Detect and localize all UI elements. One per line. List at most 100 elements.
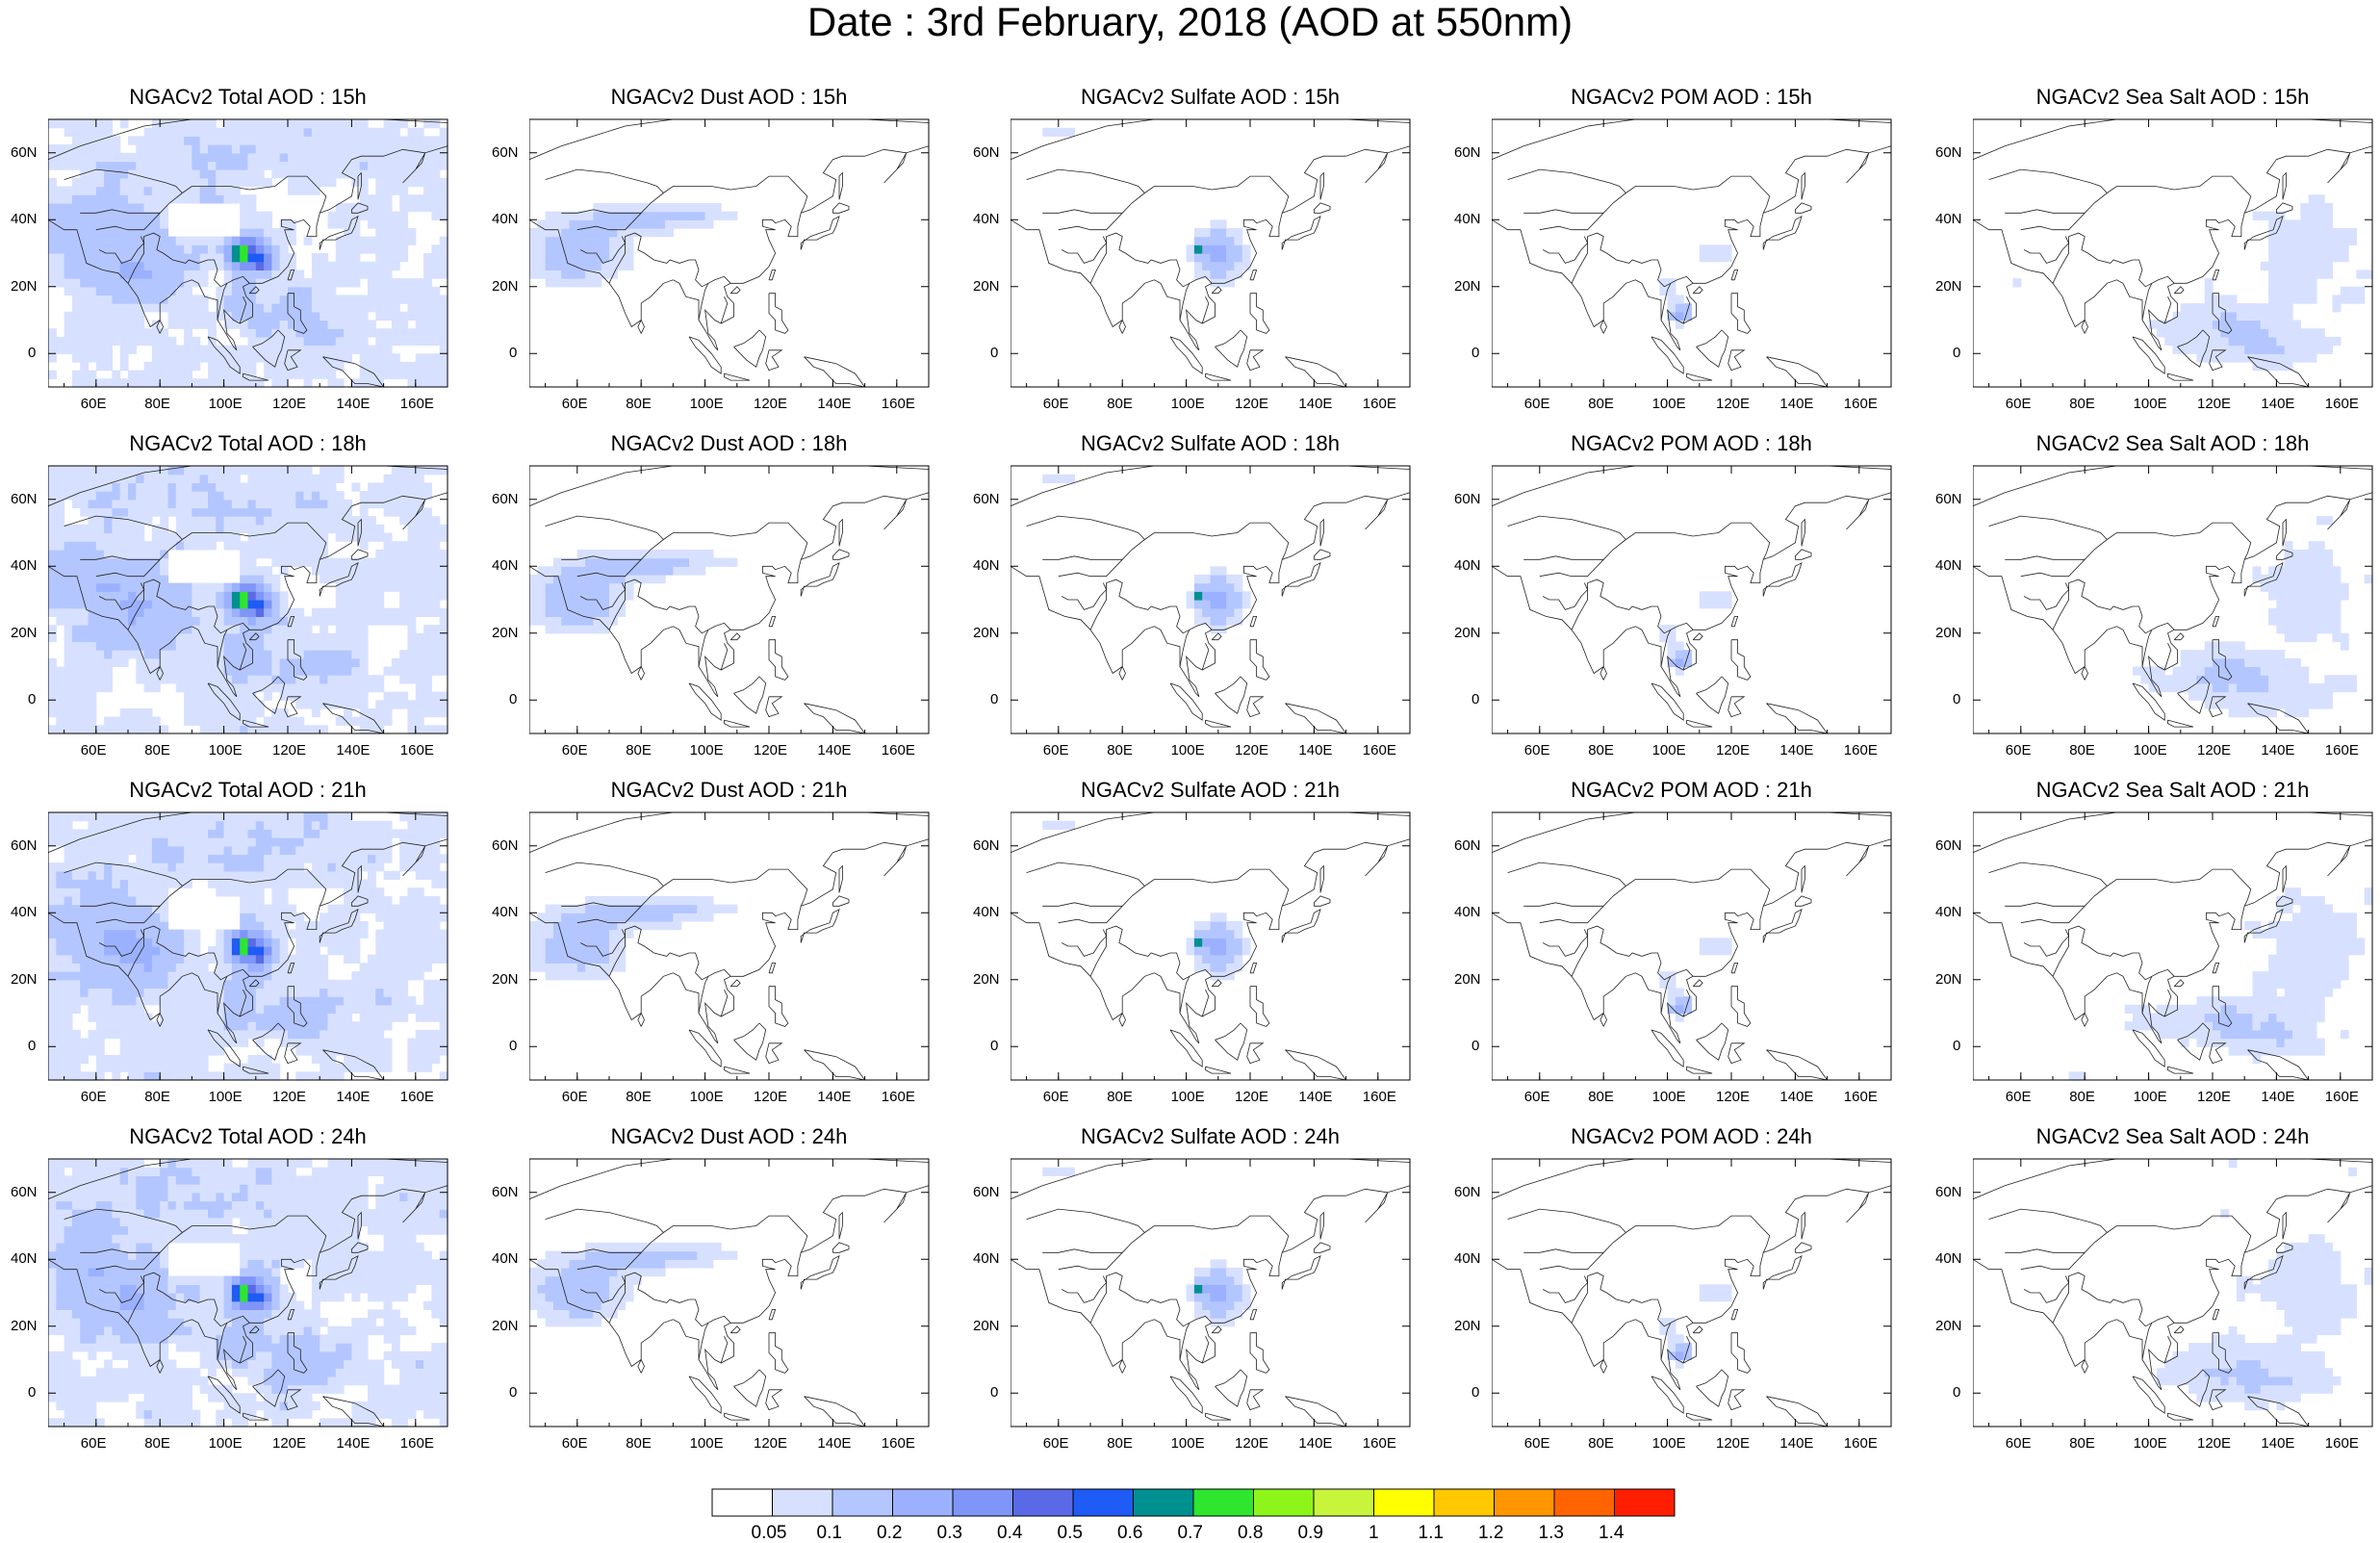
lon-tick-label: 160E <box>1844 1090 1878 1105</box>
lon-tick-label: 60E <box>2006 397 2032 412</box>
lon-tick-label: 140E <box>1298 397 1332 412</box>
aod-field <box>529 1243 737 1327</box>
lon-tick-label: 60E <box>562 1436 588 1452</box>
lat-tick-label: 20N <box>11 626 38 641</box>
aod-field <box>1659 591 1731 676</box>
lat-tick-label: 40N <box>1454 212 1481 227</box>
colorbar-swatch <box>1314 1489 1374 1516</box>
aod-map <box>1973 431 2380 749</box>
colorbar-swatch <box>893 1489 954 1516</box>
lon-tick-label: 160E <box>400 397 434 412</box>
lon-tick-label: 80E <box>1107 1436 1133 1452</box>
aod-field <box>1659 244 1731 328</box>
aod-field <box>1042 475 1250 634</box>
lat-tick-label: 20N <box>973 1319 1000 1334</box>
lat-tick-label: 20N <box>11 279 38 295</box>
lon-tick-label: 80E <box>2069 1436 2095 1452</box>
lon-tick-label: 160E <box>1363 743 1396 759</box>
lon-tick-label: 100E <box>209 743 243 759</box>
lat-tick-label: 0 <box>28 1385 36 1401</box>
lon-tick-label: 120E <box>272 1436 306 1452</box>
lon-tick-label: 120E <box>754 1436 787 1452</box>
lon-tick-label: 60E <box>562 1090 588 1105</box>
lat-tick-label: 0 <box>509 692 517 707</box>
lon-tick-label: 120E <box>2197 397 2231 412</box>
lat-tick-label: 60N <box>973 838 1000 854</box>
lat-tick-label: 60N <box>973 1185 1000 1200</box>
lon-tick-label: 100E <box>1652 397 1686 412</box>
lon-tick-label: 100E <box>2134 397 2167 412</box>
aod-map <box>48 1124 462 1442</box>
coastlines <box>1492 119 1891 387</box>
lon-tick-label: 160E <box>882 1436 915 1452</box>
lat-tick-label: 20N <box>973 972 1000 988</box>
lon-tick-label: 120E <box>1235 1090 1268 1105</box>
lon-tick-label: 80E <box>1588 397 1614 412</box>
lon-tick-label: 140E <box>1779 1436 1813 1452</box>
lon-tick-label: 160E <box>2325 1436 2359 1452</box>
lon-tick-label: 140E <box>2261 1090 2294 1105</box>
aod-map <box>1492 431 1906 749</box>
lat-tick-label: 0 <box>1953 346 1960 361</box>
lat-tick-label: 40N <box>1454 905 1481 920</box>
colorbar-label: 1.1 <box>1419 1524 1444 1543</box>
lat-tick-label: 0 <box>1472 692 1479 707</box>
lon-tick-label: 160E <box>2325 397 2359 412</box>
lon-tick-label: 120E <box>2197 743 2231 759</box>
lon-tick-label: 140E <box>817 743 851 759</box>
lon-tick-label: 140E <box>817 397 851 412</box>
colorbar-label: 0.2 <box>877 1524 902 1543</box>
lat-tick-label: 60N <box>11 492 38 507</box>
lat-tick-label: 40N <box>492 212 519 227</box>
lon-tick-label: 160E <box>400 1090 434 1105</box>
lat-tick-label: 40N <box>11 905 38 920</box>
lon-tick-label: 160E <box>1363 397 1396 412</box>
lon-tick-label: 160E <box>1844 743 1878 759</box>
lon-tick-label: 160E <box>1363 1436 1396 1452</box>
aod-field <box>529 203 737 288</box>
lat-tick-label: 40N <box>492 1251 519 1267</box>
lon-tick-label: 140E <box>1298 1090 1332 1105</box>
lon-tick-label: 80E <box>144 1090 170 1105</box>
lon-tick-label: 100E <box>1171 743 1205 759</box>
lon-tick-label: 100E <box>1171 397 1205 412</box>
lat-tick-label: 20N <box>11 972 38 988</box>
aod-map <box>1011 778 1424 1095</box>
lat-tick-label: 40N <box>492 558 519 574</box>
lat-tick-label: 20N <box>492 972 519 988</box>
lon-tick-label: 60E <box>1043 743 1069 759</box>
lon-tick-label: 160E <box>882 1090 915 1105</box>
coastlines <box>1492 812 1891 1080</box>
lon-tick-label: 60E <box>81 743 107 759</box>
aod-map <box>1011 431 1424 749</box>
lon-tick-label: 60E <box>1043 397 1069 412</box>
lat-tick-label: 40N <box>11 212 38 227</box>
lat-tick-label: 0 <box>509 1039 517 1054</box>
lon-tick-label: 140E <box>336 1090 370 1105</box>
lon-tick-label: 80E <box>2069 397 2095 412</box>
lon-tick-label: 120E <box>754 397 787 412</box>
lat-tick-label: 60N <box>492 838 519 854</box>
lon-tick-label: 80E <box>2069 1090 2095 1105</box>
lon-tick-label: 80E <box>144 1436 170 1452</box>
coastlines <box>529 1159 929 1427</box>
lat-tick-label: 20N <box>11 1319 38 1334</box>
colorbar-label: 0.5 <box>1058 1524 1083 1543</box>
lon-tick-label: 60E <box>2006 743 2032 759</box>
lon-tick-label: 140E <box>1779 397 1813 412</box>
lon-tick-label: 60E <box>562 397 588 412</box>
lat-tick-label: 0 <box>1953 1039 1960 1054</box>
lon-tick-label: 60E <box>1043 1436 1069 1452</box>
lat-tick-label: 20N <box>492 626 519 641</box>
lat-tick-label: 60N <box>1935 1185 1962 1200</box>
lon-tick-label: 140E <box>336 397 370 412</box>
